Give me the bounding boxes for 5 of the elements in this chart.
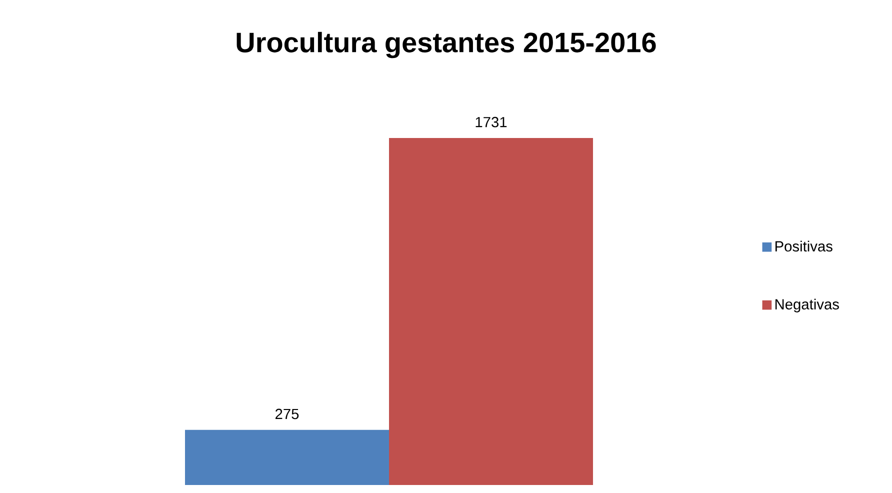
legend-label: Positivas (775, 240, 832, 252)
legend-label: Negativas (775, 298, 839, 312)
chart-title: Urocultura gestantes 2015-2016 (236, 32, 656, 58)
data-label: 1731 (476, 116, 507, 128)
data-label: 275 (276, 408, 299, 420)
